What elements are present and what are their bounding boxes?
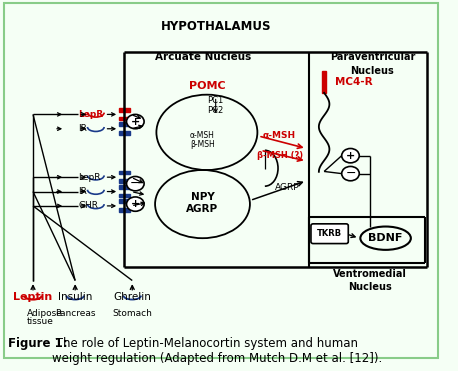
Text: Figure 1:: Figure 1: bbox=[8, 337, 68, 350]
Bar bbox=[119, 194, 130, 197]
Bar bbox=[119, 131, 130, 135]
Text: PC2: PC2 bbox=[207, 106, 224, 115]
Text: +: + bbox=[131, 116, 140, 127]
Text: −: − bbox=[345, 167, 356, 180]
Text: LepR: LepR bbox=[78, 173, 101, 182]
Text: −: − bbox=[130, 177, 141, 190]
Bar bbox=[119, 122, 130, 126]
Text: Stomach: Stomach bbox=[112, 309, 152, 318]
Text: +: + bbox=[131, 199, 140, 209]
Text: TKRB: TKRB bbox=[317, 229, 342, 239]
Text: Adipose: Adipose bbox=[27, 309, 63, 318]
Text: MC4-R: MC4-R bbox=[335, 77, 373, 87]
Text: Arcuate Nucleus: Arcuate Nucleus bbox=[155, 52, 251, 62]
Text: HYPOTHALAMUS: HYPOTHALAMUS bbox=[161, 20, 272, 33]
Bar bbox=[322, 71, 327, 93]
Text: Ventromedial: Ventromedial bbox=[333, 269, 407, 279]
Text: β-MSH (?): β-MSH (?) bbox=[257, 151, 303, 160]
Text: IR: IR bbox=[78, 187, 87, 196]
FancyBboxPatch shape bbox=[311, 224, 348, 244]
Text: α-MSH: α-MSH bbox=[262, 131, 295, 141]
Text: POMC: POMC bbox=[189, 81, 225, 91]
Text: Nucleus: Nucleus bbox=[350, 66, 394, 76]
Bar bbox=[119, 171, 130, 174]
Text: NPY: NPY bbox=[191, 192, 214, 202]
Text: LepR: LepR bbox=[78, 110, 104, 119]
Bar bbox=[119, 185, 130, 189]
Text: AGRP: AGRP bbox=[275, 183, 300, 192]
Bar bbox=[119, 108, 130, 112]
Text: +: + bbox=[346, 151, 355, 161]
Text: IR: IR bbox=[78, 124, 87, 133]
Text: PC1: PC1 bbox=[207, 96, 224, 105]
Circle shape bbox=[126, 114, 144, 129]
Bar bbox=[119, 179, 130, 183]
Circle shape bbox=[126, 177, 144, 191]
Text: Pancreas: Pancreas bbox=[55, 309, 95, 318]
Bar bbox=[119, 116, 130, 120]
Text: AGRP: AGRP bbox=[186, 204, 218, 214]
Text: Paraventricular: Paraventricular bbox=[330, 52, 415, 62]
Circle shape bbox=[342, 148, 359, 163]
Bar bbox=[119, 200, 130, 203]
Text: Nucleus: Nucleus bbox=[349, 282, 392, 292]
Text: Leptin: Leptin bbox=[13, 292, 53, 302]
Text: Ghrelin: Ghrelin bbox=[113, 292, 151, 302]
Text: The role of Leptin-Melanocortin system and human
weight regulation (Adapted from: The role of Leptin-Melanocortin system a… bbox=[52, 337, 382, 365]
Circle shape bbox=[342, 167, 359, 181]
Text: Insulin: Insulin bbox=[58, 292, 93, 302]
Text: α-MSH: α-MSH bbox=[190, 131, 215, 141]
Text: tissue: tissue bbox=[27, 317, 54, 326]
Text: GHR: GHR bbox=[78, 201, 98, 210]
Text: β-MSH: β-MSH bbox=[190, 140, 215, 150]
Circle shape bbox=[126, 197, 144, 211]
Bar bbox=[119, 208, 130, 211]
Text: BDNF: BDNF bbox=[368, 233, 403, 243]
